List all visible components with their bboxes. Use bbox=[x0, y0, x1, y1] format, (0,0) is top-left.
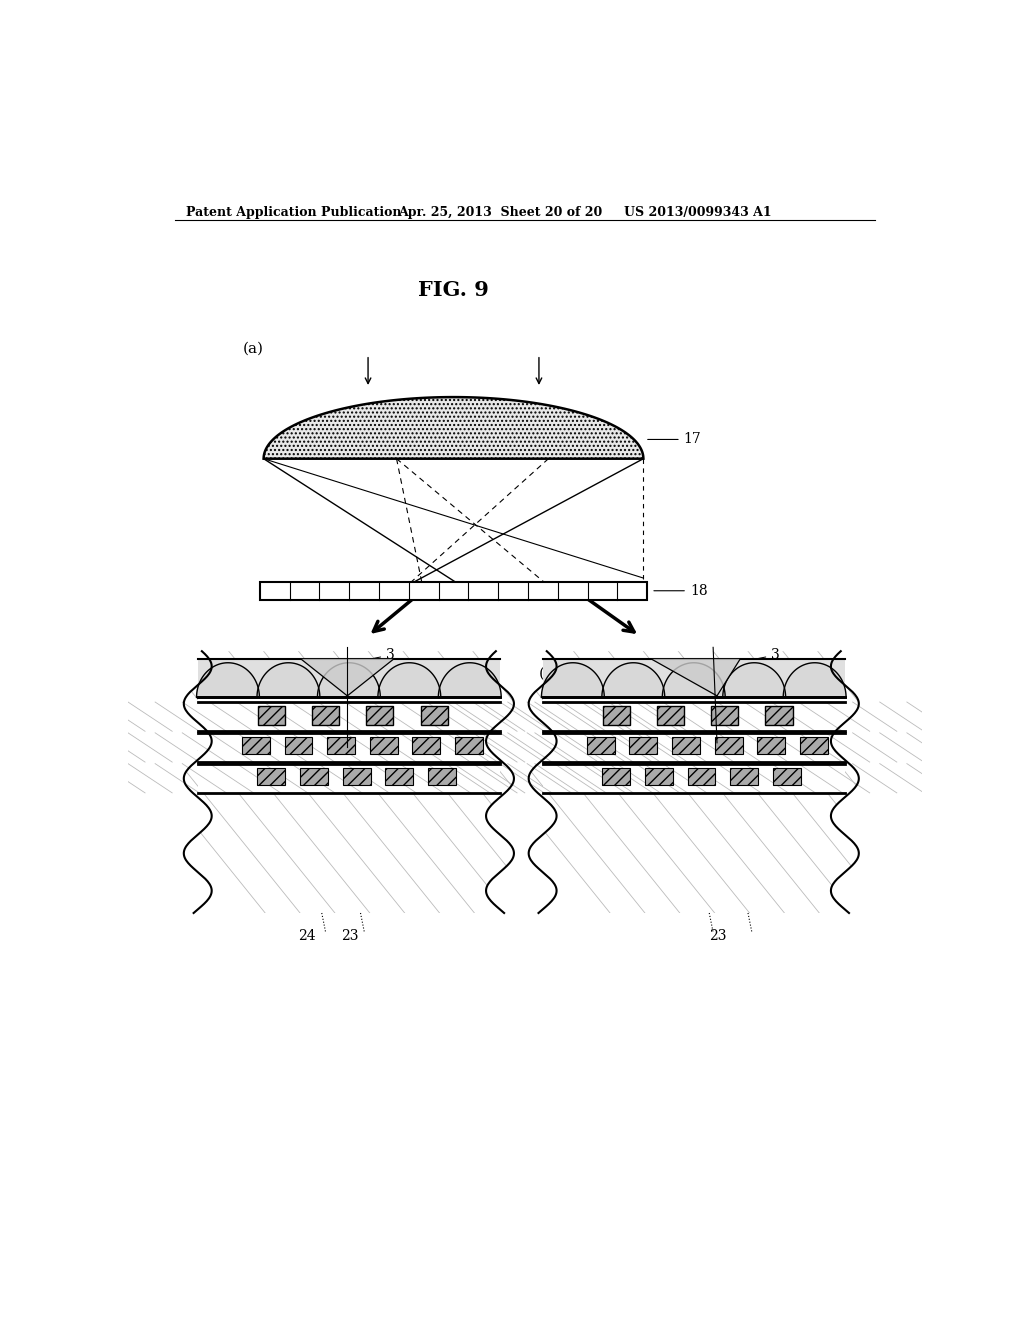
Bar bbox=[455, 737, 483, 754]
Bar bbox=[603, 705, 630, 725]
Text: FIG. 9: FIG. 9 bbox=[418, 280, 488, 300]
Bar bbox=[715, 737, 742, 754]
Bar bbox=[421, 705, 447, 725]
Bar bbox=[543, 733, 845, 762]
Text: 18: 18 bbox=[654, 583, 708, 598]
Bar bbox=[543, 702, 845, 731]
Bar bbox=[198, 731, 500, 733]
Bar bbox=[257, 768, 286, 785]
Bar bbox=[758, 737, 785, 754]
Bar bbox=[198, 697, 500, 702]
Bar bbox=[198, 733, 500, 762]
Bar bbox=[312, 705, 339, 725]
Bar bbox=[773, 768, 801, 785]
Bar bbox=[198, 762, 500, 763]
Text: 20: 20 bbox=[558, 660, 575, 673]
Polygon shape bbox=[651, 659, 740, 696]
Text: 1: 1 bbox=[675, 706, 714, 719]
Bar bbox=[198, 659, 500, 697]
Bar bbox=[687, 768, 716, 785]
Bar bbox=[242, 737, 270, 754]
Bar bbox=[260, 582, 647, 599]
Bar bbox=[343, 768, 371, 785]
Text: (b): (b) bbox=[221, 667, 243, 681]
Bar bbox=[765, 705, 793, 725]
Polygon shape bbox=[528, 651, 859, 913]
Bar bbox=[657, 705, 684, 725]
Bar bbox=[543, 763, 845, 793]
Bar bbox=[587, 737, 614, 754]
Bar bbox=[367, 705, 393, 725]
Bar bbox=[385, 768, 414, 785]
Bar bbox=[800, 737, 827, 754]
Bar bbox=[543, 659, 845, 697]
Bar bbox=[370, 737, 397, 754]
Text: 22: 22 bbox=[197, 741, 214, 755]
Text: (c): (c) bbox=[539, 667, 559, 681]
Bar bbox=[258, 705, 285, 725]
Polygon shape bbox=[301, 659, 394, 696]
Text: 3: 3 bbox=[354, 648, 395, 663]
Bar bbox=[198, 702, 500, 731]
Text: Patent Application Publication: Patent Application Publication bbox=[186, 206, 401, 219]
Bar bbox=[328, 737, 355, 754]
Text: Apr. 25, 2013  Sheet 20 of 20: Apr. 25, 2013 Sheet 20 of 20 bbox=[397, 206, 602, 219]
Bar bbox=[712, 705, 738, 725]
Bar bbox=[730, 768, 758, 785]
Bar bbox=[602, 768, 630, 785]
Text: 23: 23 bbox=[710, 929, 727, 942]
Bar bbox=[543, 697, 845, 702]
Polygon shape bbox=[183, 651, 514, 913]
Text: 24: 24 bbox=[299, 929, 316, 942]
Bar bbox=[630, 737, 657, 754]
Text: 3: 3 bbox=[739, 648, 780, 663]
Text: 20: 20 bbox=[228, 660, 246, 673]
Polygon shape bbox=[263, 397, 643, 459]
Text: 17: 17 bbox=[648, 433, 701, 446]
Text: 1: 1 bbox=[351, 702, 380, 715]
Bar bbox=[543, 731, 845, 733]
Text: (a): (a) bbox=[243, 342, 264, 355]
Bar bbox=[300, 768, 328, 785]
Bar bbox=[645, 768, 673, 785]
Bar bbox=[672, 737, 700, 754]
Bar bbox=[198, 763, 500, 793]
Text: 23: 23 bbox=[341, 929, 358, 942]
Bar bbox=[428, 768, 456, 785]
Text: US 2013/0099343 A1: US 2013/0099343 A1 bbox=[624, 206, 772, 219]
Bar bbox=[543, 762, 845, 763]
Bar bbox=[413, 737, 440, 754]
Bar bbox=[285, 737, 312, 754]
